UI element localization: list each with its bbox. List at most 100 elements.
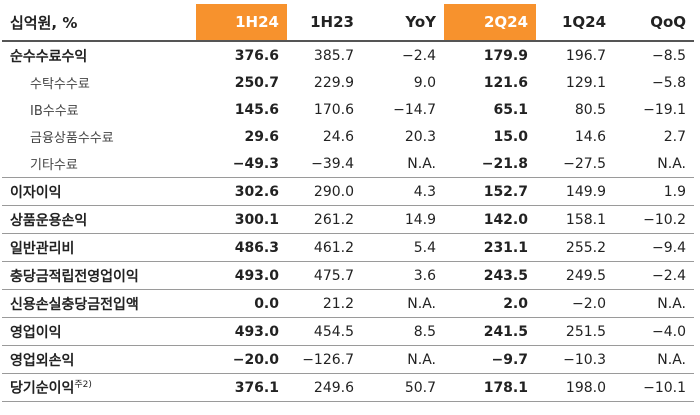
cell-value: N.A.: [362, 345, 444, 374]
cell-value: 243.5: [444, 261, 536, 290]
cell-value: 29.6: [244, 128, 279, 145]
row-label: 이자이익: [2, 177, 196, 206]
cell-value: 250.7: [234, 74, 279, 91]
cell-value: −19.1: [643, 101, 686, 118]
cell-value: 24.6: [322, 128, 354, 145]
row-label-text: 수탁수수료: [30, 77, 90, 92]
column-header: 1Q24: [536, 4, 614, 42]
row: 충당금적립전영업이익 493.0 475.7 3.6 243.5 249.5 −2.4: [2, 261, 694, 290]
row-label-text: 당기순이익: [10, 380, 75, 397]
cell-value: 145.6: [234, 101, 279, 118]
row-label-text: 이자이익: [10, 184, 62, 201]
sub-row: 금융상품수수료 29.6 24.6 20.3 15.0 14.6 2.7: [2, 123, 694, 150]
row-label-text: 충당금적립전영업이익: [10, 268, 139, 285]
cell-value: 149.9: [536, 177, 614, 206]
cell-value: 461.2: [287, 233, 362, 262]
cell-value: 486.3: [196, 233, 287, 262]
cell-value: 80.5: [574, 101, 606, 118]
column-header: 1H23: [287, 4, 362, 42]
row-label-text: 금융상품수수료: [30, 131, 114, 146]
row-label: 당기순이익주2): [2, 373, 196, 402]
row-label: 상품운용손익: [2, 205, 196, 234]
cell-value: 50.7: [362, 373, 444, 402]
row: 순수수료수익 376.6 385.7 −2.4 179.9 196.7 −8.5: [2, 41, 694, 69]
row-label-text: 일반관리비: [10, 240, 75, 257]
unit-label: 십억원, %: [2, 4, 196, 42]
cell-value: 20.3: [404, 128, 436, 145]
row-label-text: 영업이익: [10, 324, 62, 341]
cell-value: 3.6: [362, 261, 444, 290]
cell-value: 14.6: [574, 128, 606, 145]
cell-value: 179.9: [483, 47, 528, 64]
header-row: 십억원, % 1H24 1H23 YoY 2Q24 1Q24 QoQ: [2, 4, 694, 42]
row-label-text: 순수수료수익: [10, 48, 88, 65]
row-note: 주2): [74, 380, 92, 391]
cell-value: N.A.: [614, 150, 694, 178]
cell-value: −9.7: [444, 345, 536, 374]
cell-value: 255.2: [536, 233, 614, 262]
row-label: IB수수료: [2, 96, 196, 123]
cell-value: −10.1: [614, 373, 694, 402]
cell-value: 2.7: [663, 128, 686, 145]
row: 영업외손익 −20.0 −126.7 N.A. −9.7 −10.3 N.A.: [2, 345, 694, 374]
financial-table: 십억원, % 1H24 1H23 YoY 2Q24 1Q24 QoQ 순수수료수익 376.…: [2, 4, 694, 402]
cell-value: −9.4: [614, 233, 694, 262]
cell-value: −39.4: [287, 150, 362, 178]
cell-value: −8.5: [652, 47, 686, 64]
sub-row: 기타수료 −49.3 −39.4 N.A. −21.8 −27.5 N.A.: [2, 150, 694, 178]
row-label-text: 영업외손익: [10, 352, 75, 369]
cell-value: 178.1: [444, 373, 536, 402]
cell-value: 121.6: [483, 74, 528, 91]
cell-value: 0.0: [196, 289, 287, 318]
cell-value: 158.1: [536, 205, 614, 234]
cell-value: 261.2: [287, 205, 362, 234]
row: 당기순이익주2) 376.1 249.6 50.7 178.1 198.0 −10.1: [2, 373, 694, 402]
sub-row: IB수수료 145.6 170.6 −14.7 65.1 80.5 −19.1: [2, 96, 694, 123]
cell-value: −49.3: [196, 150, 287, 178]
cell-value: 493.0: [196, 317, 287, 346]
row-label: 영업이익: [2, 317, 196, 346]
row-label-text: 기타수료: [30, 158, 78, 173]
cell-value: 170.6: [313, 101, 354, 118]
cell-value: 21.2: [287, 289, 362, 318]
cell-value: −4.0: [614, 317, 694, 346]
cell-value: 65.1: [493, 101, 528, 118]
row-label: 수탁수수료: [2, 69, 196, 96]
cell-value: 152.7: [444, 177, 536, 206]
cell-value: 454.5: [287, 317, 362, 346]
cell-value: 376.1: [196, 373, 287, 402]
column-header: YoY: [362, 4, 444, 42]
cell-value: 249.5: [536, 261, 614, 290]
cell-value: 129.1: [565, 74, 606, 91]
cell-value: −20.0: [196, 345, 287, 374]
row-label-text: 상품운용손익: [10, 212, 88, 229]
cell-value: 8.5: [362, 317, 444, 346]
cell-value: N.A.: [362, 150, 444, 178]
cell-value: 241.5: [444, 317, 536, 346]
cell-value: 376.6: [234, 47, 279, 64]
row-label-text: IB수수료: [30, 104, 79, 119]
cell-value: −5.8: [652, 74, 686, 91]
row-label: 순수수료수익: [2, 41, 196, 69]
cell-value: 229.9: [313, 74, 354, 91]
cell-value: 249.6: [287, 373, 362, 402]
cell-value: −10.2: [614, 205, 694, 234]
cell-value: 196.7: [565, 47, 606, 64]
sub-row: 수탁수수료 250.7 229.9 9.0 121.6 129.1 −5.8: [2, 69, 694, 96]
cell-value: 231.1: [444, 233, 536, 262]
cell-value: 493.0: [196, 261, 287, 290]
row: 일반관리비 486.3 461.2 5.4 231.1 255.2 −9.4: [2, 233, 694, 262]
row-label: 영업외손익: [2, 345, 196, 374]
cell-value: 142.0: [444, 205, 536, 234]
row-label: 금융상품수수료: [2, 123, 196, 150]
row-label: 기타수료: [2, 150, 196, 178]
cell-value: 290.0: [287, 177, 362, 206]
cell-value: 15.0: [493, 128, 528, 145]
cell-value: −21.8: [444, 150, 536, 178]
cell-value: N.A.: [614, 345, 694, 374]
cell-value: 385.7: [313, 47, 354, 64]
column-header: 2Q24: [444, 4, 536, 42]
row: 영업이익 493.0 454.5 8.5 241.5 251.5 −4.0: [2, 317, 694, 346]
cell-value: 300.1: [196, 205, 287, 234]
cell-value: −14.7: [393, 101, 436, 118]
